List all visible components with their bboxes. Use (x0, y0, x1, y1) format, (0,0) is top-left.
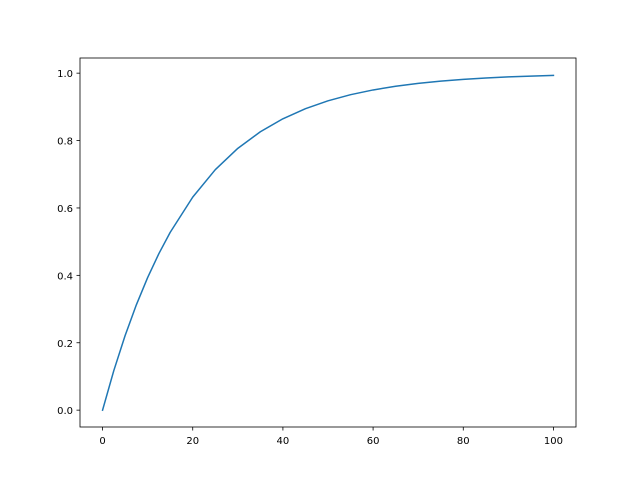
series-line-0 (101, 74, 555, 412)
x-tick-label: 60 (367, 436, 380, 447)
y-tick-label: 0.8 (57, 137, 73, 148)
y-tick-label: 0.0 (57, 406, 73, 417)
y-tick-label: 0.4 (57, 271, 73, 282)
x-tick-label: 100 (544, 436, 563, 447)
y-axis: 0.0 0.2 0.4 0.6 0.8 1.0 (57, 69, 80, 417)
y-tick-label: 0.6 (57, 204, 73, 215)
series-group (101, 74, 555, 412)
axes-frame (79, 57, 577, 428)
x-tick-label: 40 (277, 436, 290, 447)
x-tick-label: 20 (186, 436, 199, 447)
x-axis: 0 20 40 60 80 100 (99, 427, 563, 447)
x-tick-label: 0 (99, 436, 105, 447)
plot-area (80, 58, 576, 427)
x-tick-label: 80 (457, 436, 470, 447)
y-tick-label: 0.2 (57, 339, 73, 350)
y-tick-label: 1.0 (57, 69, 73, 80)
